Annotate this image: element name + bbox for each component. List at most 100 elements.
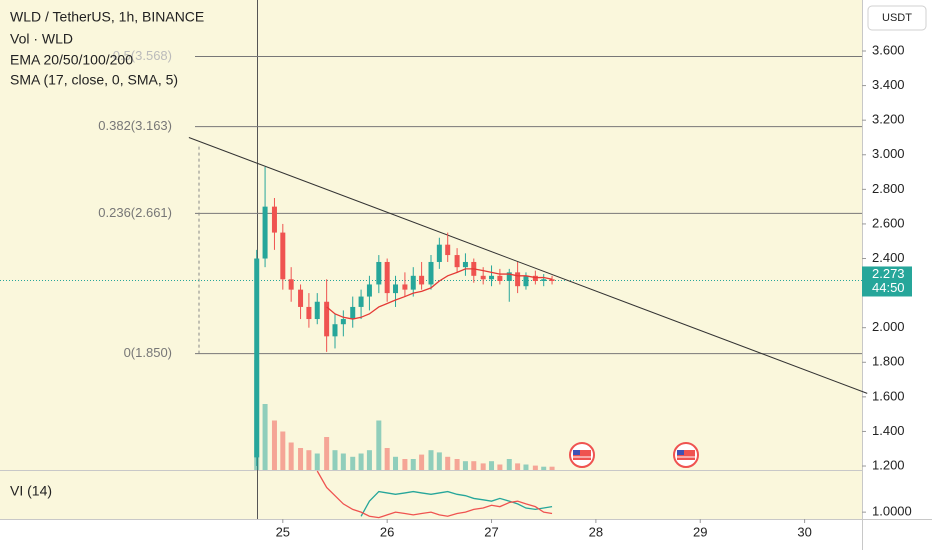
candle-body: [366, 284, 372, 297]
last-price-box: [862, 266, 912, 297]
volume-bar: [280, 431, 286, 470]
volume-bar: [332, 450, 338, 470]
volume-bar: [497, 464, 503, 470]
volume-bar: [541, 466, 547, 470]
y-tick-label: 3.000: [872, 146, 905, 161]
volume-bar: [306, 450, 312, 470]
candle-body: [306, 306, 312, 320]
event-icon[interactable]: [569, 442, 595, 468]
candle-body: [384, 261, 390, 294]
fib-label: 0.382(3.163): [98, 118, 172, 133]
y-tick-label: 2.000: [872, 319, 905, 334]
volume-bar: [358, 453, 364, 470]
candle-body: [324, 301, 330, 337]
candle-body: [410, 275, 416, 290]
candle-body: [462, 261, 468, 268]
y-tick-label: 1.600: [872, 388, 905, 403]
candle-body: [419, 275, 425, 285]
volume-bar: [384, 448, 390, 470]
candle-body: [254, 258, 260, 458]
candle-body: [358, 296, 364, 307]
marks: 3.600 3.400 3.200 3.000 2.800 2.600 2.400 2.000…: [98, 42, 912, 539]
volume-bar: [340, 453, 346, 470]
volume-bar: [376, 420, 382, 470]
vi-line: [360, 490, 553, 517]
legend-line: SMA (17, close, 0, SMA, 5): [10, 72, 178, 88]
candle-body: [523, 275, 529, 287]
y-tick-label: 1.800: [872, 354, 905, 369]
vi-bg: [0, 471, 862, 519]
volume-bar: [454, 459, 460, 470]
candle-body: [376, 261, 382, 285]
volume-bar: [262, 404, 268, 470]
candle-body: [288, 279, 294, 290]
fib-label: 0.5(3.568): [113, 48, 172, 63]
chart-title: WLD / TetherUS, 1h, BINANCE: [10, 9, 204, 25]
last-price-label: 2.273: [872, 266, 905, 281]
volume-bar: [366, 450, 372, 470]
candle-body: [402, 284, 408, 290]
vi-label: VI (14): [10, 483, 52, 499]
fib-label: 0(1.850): [124, 345, 172, 360]
volume-bar: [410, 459, 416, 470]
candle-body: [350, 306, 356, 320]
candle-body: [506, 272, 512, 281]
candle-body: [445, 244, 451, 256]
y-tick-label: 1.200: [872, 457, 905, 472]
currency-button[interactable]: [867, 5, 927, 31]
x-tick-label: 25: [276, 524, 290, 539]
event-icon[interactable]: [673, 442, 699, 468]
currency-label: USDT: [882, 12, 912, 24]
volume-bar: [515, 463, 521, 470]
volume-bar: [271, 420, 277, 470]
candle-body: [393, 284, 399, 294]
ema-line: [326, 268, 553, 320]
countdown-label: 44:50: [872, 280, 905, 295]
volume-bar: [506, 459, 512, 470]
vi-line: [316, 470, 553, 519]
candle-body: [497, 275, 503, 281]
volume-bar: [489, 461, 495, 470]
volume-bar: [549, 466, 555, 470]
y-tick-label: 3.400: [872, 77, 905, 92]
legend-line: Vol · WLD: [10, 31, 73, 47]
candle-body: [454, 255, 460, 268]
y-tick-label: 1.400: [872, 423, 905, 438]
volume-bar: [314, 453, 320, 470]
candle-body: [428, 261, 434, 285]
x-tick-label: 30: [797, 524, 811, 539]
candle-body: [271, 206, 277, 233]
candle-body: [332, 324, 338, 337]
volume-bar: [324, 437, 330, 470]
plot-bg: [0, 0, 862, 470]
volume-bar: [436, 452, 442, 470]
candle-body: [489, 275, 495, 280]
candle-body: [436, 244, 442, 262]
volume-bar: [419, 454, 425, 470]
volume-bar: [402, 459, 408, 470]
volume-bar: [288, 442, 294, 470]
candle-body: [532, 275, 538, 281]
candle-body: [262, 206, 268, 259]
candle-body: [515, 272, 521, 287]
y-tick-label: 3.200: [872, 112, 905, 127]
volume-bar: [480, 463, 486, 470]
y-tick-label: 2.600: [872, 215, 905, 230]
x-tick-label: 26: [380, 524, 394, 539]
candle-body: [541, 279, 547, 281]
candle-body: [280, 232, 286, 280]
volume-bar: [462, 461, 468, 470]
candle-body: [298, 289, 304, 307]
volume-bar: [471, 461, 477, 470]
candle-body: [340, 319, 346, 325]
y-tick-label: 3.600: [872, 42, 905, 57]
candle-body: [314, 301, 320, 320]
trendline: [188, 137, 868, 394]
y-tick-label: 2.800: [872, 181, 905, 196]
volume-bar: [523, 464, 529, 470]
fib-label: 0.236(2.661): [98, 205, 172, 220]
volume-bar: [393, 456, 399, 470]
volume-bar: [445, 456, 451, 470]
candle-body: [480, 275, 486, 280]
